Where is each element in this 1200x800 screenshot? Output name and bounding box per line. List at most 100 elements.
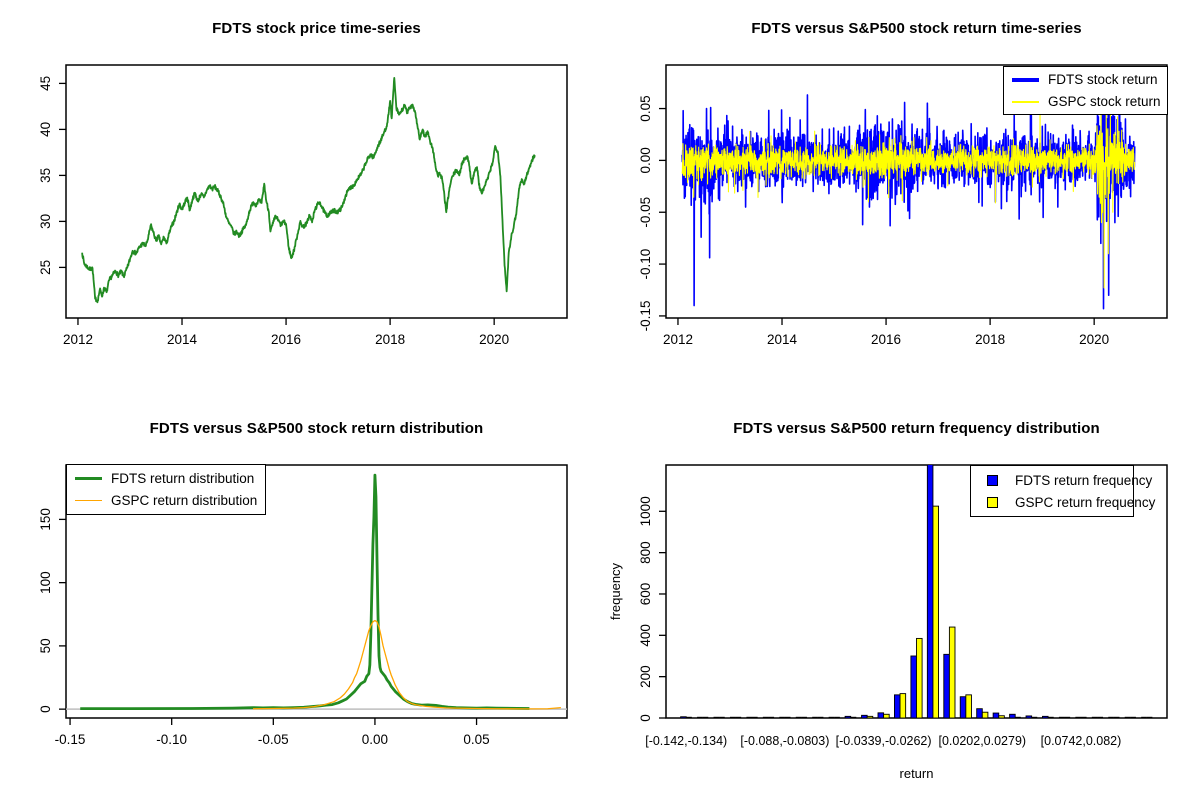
frequency-bar-dash [713,716,720,718]
frequency-bar-dash [1124,716,1131,718]
frequency-bar-dash [779,716,785,718]
frequency-bar-dash [697,716,703,718]
chart-title-price: FDTS stock price time-series [212,20,421,37]
frequency-bar-dash [1080,716,1087,718]
frequency-bar-dash [1130,716,1136,718]
frequency-bar-gspc [981,711,989,718]
x-axis-title: return [900,766,934,781]
x-tick-label: 0.00 [362,732,388,747]
plot-box [665,64,1168,319]
frequency-bar-fdts [894,694,901,718]
frequency-bar-fdts [959,696,967,718]
y-tick-label: 25 [38,260,53,275]
legend-returns: FDTS stock return GSPC stock return [1003,66,1168,115]
y-tick-label: 400 [638,624,653,647]
frequency-bar-dash [746,716,753,718]
frequency-bar-dash [702,716,709,718]
frequency-bar-dash [828,716,835,718]
frequency-bar-gspc [998,715,1005,718]
legend-frequency: FDTS return frequency GSPC return freque… [970,465,1155,517]
frequency-bar-fdts [943,653,950,718]
frequency-bar-dash [1108,716,1114,718]
frequency-bar-dash [762,716,769,718]
legend-item: FDTS return distribution [67,468,265,490]
frequency-bar-gspc [883,713,890,718]
legend-label: FDTS return distribution [111,471,255,486]
x-tick-label: 2018 [375,332,405,347]
x-tick-label: 2014 [167,332,198,347]
frequency-bar-dash [812,716,818,718]
x-tick-label: 2012 [63,332,93,347]
price-line-fdts [81,76,536,304]
y-tick-label: 200 [638,665,653,688]
frequency-bar-dash [752,716,758,718]
frequency-bar-dash [735,716,742,718]
frequency-bar-gspc [948,626,956,718]
bin-label: [-0.142,-0.134) [645,734,727,748]
frequency-bar-gspc [916,637,923,718]
fdts-frequency-square-swatch [979,474,1006,486]
frequency-bar-dash [850,716,857,718]
gspc-return-line-swatch [1012,100,1039,103]
x-tick-label: 2014 [767,332,798,347]
legend-item: GSPC return distribution [67,490,265,512]
bin-label: [-0.0339,-0.0262) [836,734,932,748]
frequency-bar-fdts [844,715,852,718]
plot-box [65,64,568,319]
frequency-bar-fdts [976,708,983,718]
y-tick-label: 50 [38,638,53,653]
frequency-bar-fdts [877,712,885,718]
y-tick-label: 600 [638,583,653,606]
y-tick-label: 1000 [638,496,653,526]
y-tick-label: -0.05 [638,197,653,228]
x-tick-label: -0.10 [156,732,187,747]
legend-label: GSPC return distribution [111,493,258,508]
frequency-bar-dash [795,716,802,718]
frequency-bar-dash [1141,716,1147,718]
frequency-bar-gspc [866,715,874,718]
x-tick-label: 0.05 [463,732,489,747]
y-tick-label: 100 [38,571,53,594]
y-tick-label: 0.05 [638,95,653,121]
legend-label: FDTS return frequency [1015,472,1153,488]
frequency-bar-dash [1015,716,1021,718]
y-tick-label: 800 [638,541,653,564]
frequency-bar-fdts [910,655,917,718]
gspc-density-line-swatch [75,499,102,502]
y-tick-label: 40 [38,122,53,137]
density-line-gspc [252,619,561,710]
frequency-bar-dash [784,716,791,718]
fdts-density-line-swatch [75,476,102,481]
y-tick-label: 30 [38,214,53,229]
frequency-bar-fdts [1025,715,1033,718]
x-tick-label: -0.05 [258,732,289,747]
x-tick-label: 2012 [663,332,693,347]
frequency-bar-dash [686,716,692,718]
legend-item: FDTS return frequency [971,469,1152,491]
return-line-gspc [681,104,1136,289]
bin-label: [0.0742,0.082) [1041,734,1122,748]
frequency-bar-fdts [861,714,868,718]
gspc-frequency-square-swatch [979,496,1006,508]
frequency-bar-dash [729,716,736,718]
legend-item: FDTS stock return [1004,69,1167,91]
frequency-bar-dash [801,716,807,718]
chart-title-frequency: FDTS versus S&P500 return frequency dist… [733,420,1100,437]
frequency-bar-dash [1097,716,1104,718]
frequency-bar-gspc [965,694,972,718]
y-tick-label: -0.15 [638,301,653,332]
chart-title-returns: FDTS versus S&P500 stock return time-ser… [751,20,1082,37]
frequency-bar-dash [768,716,775,718]
frequency-bar-dash [1146,716,1153,718]
frequency-bar-fdts [1009,713,1016,718]
bin-label: [-0.088,-0.0803) [740,734,829,748]
legend-label: GSPC return frequency [1015,494,1156,510]
y-tick-label: 35 [38,168,53,183]
frequency-bar-dash [1031,716,1038,718]
frequency-bar-fdts [1042,715,1049,718]
frequency-bar-fdts [680,716,687,718]
y-tick-label: 0.00 [638,147,653,173]
y-tick-label: 45 [38,76,53,91]
